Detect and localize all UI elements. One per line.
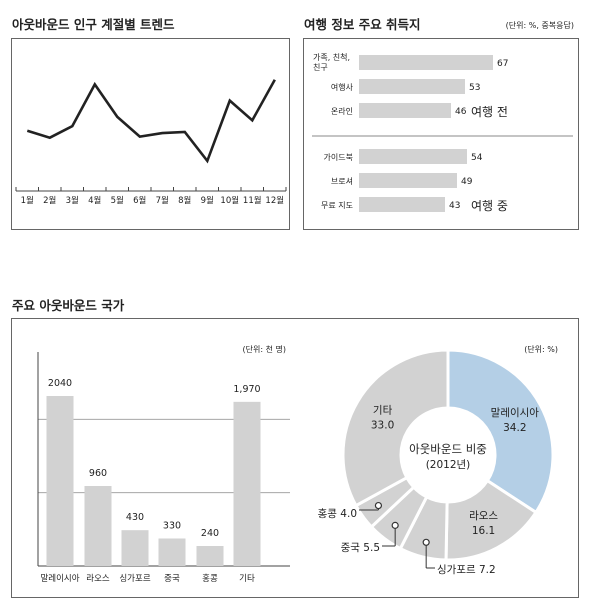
hbar-value-label: 54 [471, 153, 483, 163]
line-x-tick-label: 12월 [265, 195, 284, 206]
hbar-bar [359, 173, 457, 188]
line-x-tick-label: 5월 [111, 195, 124, 206]
bar-category-label: 홍콩 [202, 573, 218, 584]
bar-value-label: 430 [126, 512, 144, 523]
hbar-category-label: 친구 [313, 62, 328, 72]
bar-rect [196, 546, 224, 566]
hbar-value-label: 49 [461, 177, 473, 187]
donut-slice [341, 348, 450, 508]
bar-value-label: 960 [89, 468, 107, 479]
country-section-title: 주요 아웃바운드 국가 [12, 298, 125, 313]
line-series [26, 79, 276, 164]
line-x-tick-label: 2월 [43, 195, 56, 206]
donut-callout-dot [374, 501, 383, 510]
bar-value-label: 2040 [48, 378, 72, 389]
hbar-category-label: 브로셔 [331, 177, 353, 186]
bar-category-label: 중국 [164, 574, 180, 584]
line-x-tick-label: 9월 [201, 195, 214, 206]
hbar-bar [359, 103, 451, 118]
donut-callout-label: 싱가포르 7.2 [437, 564, 496, 576]
line-chart-title: 아웃바운드 인구 계절별 트렌드 [12, 17, 175, 32]
hbar-bar [359, 55, 493, 70]
bar-rect [158, 538, 186, 566]
bar-value-label: 240 [201, 528, 219, 539]
line-x-tick-label: 3월 [66, 195, 79, 206]
line-x-tick-label: 1월 [21, 195, 34, 206]
line-x-tick-label: 10월 [220, 195, 239, 206]
hbar-value-label: 67 [497, 59, 508, 69]
donut-callout-dot [422, 538, 430, 546]
donut-slice-label: 라오스 [469, 510, 498, 522]
bar-rect [233, 401, 261, 566]
bar-category-label: 말레이시아 [40, 573, 79, 584]
donut-center-title: 아웃바운드 비중 [409, 442, 487, 456]
hbar-group-label: 여행 전 [471, 104, 508, 119]
line-x-tick-label: 8월 [178, 195, 191, 206]
donut-slice-label: 말레이시아 [491, 407, 540, 419]
hbar-category-label: 가족, 친척, [313, 52, 350, 62]
donut-callout-label: 홍콩 4.0 [318, 507, 357, 520]
bar-value-label: 1,970 [233, 384, 260, 395]
hbar-unit-note: (단위: %, 중복응답) [506, 20, 574, 30]
hbar-bar [359, 197, 445, 212]
hbar-category-label: 온라인 [331, 106, 353, 116]
donut-slice-value: 34.2 [503, 422, 526, 434]
hbar-category-label: 가이드북 [324, 152, 353, 162]
bar-unit-note: (단위: 천 명) [243, 344, 286, 354]
hbar-value-label: 53 [469, 83, 480, 93]
hbar-chart-title: 여행 정보 주요 취득지 [304, 17, 421, 32]
bar-value-label: 330 [163, 521, 181, 532]
donut-callout-dot [391, 521, 399, 529]
donut-callout-label: 중국 5.5 [341, 542, 380, 554]
hbar-value-label: 46 [455, 107, 467, 117]
hbar-bar [359, 79, 465, 94]
bar-category-label: 라오스 [86, 574, 110, 584]
donut-slice [446, 348, 555, 515]
hbar-bar [359, 149, 467, 164]
donut-slice-label: 기타 [373, 404, 393, 416]
hbar-value-label: 43 [449, 201, 460, 211]
bar-rect [84, 486, 112, 566]
donut-center-subtitle: (2012년) [426, 459, 471, 471]
donut-slice-value: 16.1 [472, 525, 495, 537]
hbar-group-label: 여행 중 [471, 198, 508, 213]
hbar-category-label: 무료 지도 [321, 201, 353, 210]
bar-category-label: 기타 [239, 574, 255, 584]
line-x-tick-label: 6월 [133, 195, 146, 206]
hbar-category-label: 여행사 [331, 82, 354, 92]
line-x-tick-label: 4월 [88, 195, 101, 206]
bar-rect [121, 530, 149, 566]
line-x-tick-label: 7월 [156, 195, 169, 206]
donut-unit-note: (단위: %) [524, 344, 558, 354]
bar-rect [46, 396, 74, 566]
donut-slice-value: 33.0 [371, 419, 394, 431]
line-x-tick-label: 11월 [243, 195, 262, 206]
bar-category-label: 싱가포르 [119, 573, 150, 584]
